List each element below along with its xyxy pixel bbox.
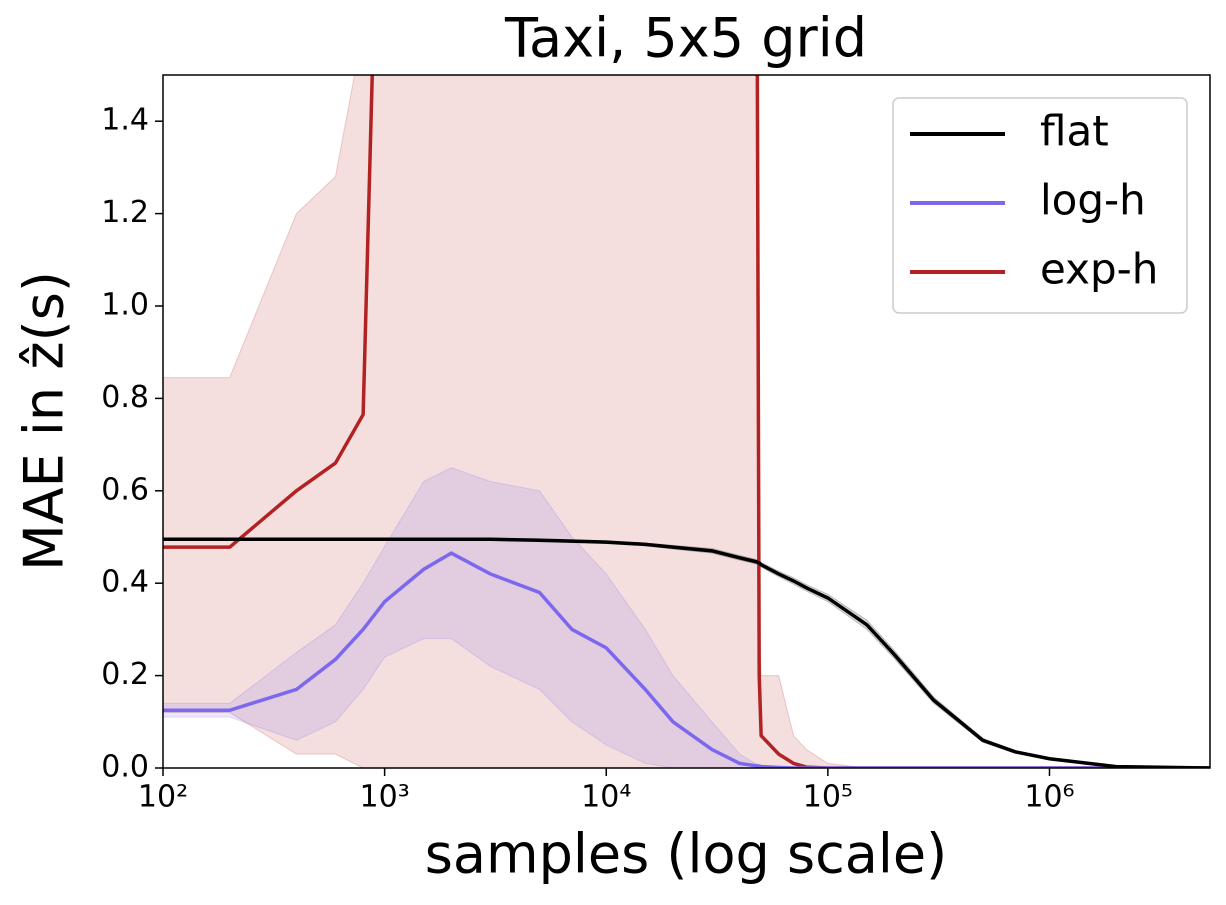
series-line	[163, 537, 1210, 768]
legend: flat log-h exp-h	[892, 97, 1188, 314]
y-tick-label: 1.4	[101, 103, 149, 138]
y-tick-label: 0.4	[101, 565, 149, 600]
error-band	[163, 467, 1210, 768]
legend-label: exp-h	[1040, 245, 1158, 294]
x-tick-label: 10⁶	[1024, 780, 1074, 815]
plot-frame	[162, 74, 1211, 769]
legend-label: flat	[1040, 107, 1109, 156]
legend-label: log-h	[1040, 176, 1146, 225]
series-line	[163, 551, 1210, 768]
x-axis-label: samples (log scale)	[425, 823, 947, 886]
y-tick-label: 1.2	[101, 195, 149, 230]
y-tick-label: 0.8	[101, 380, 149, 415]
plot-area	[163, 75, 1210, 768]
chart-title: Taxi, 5x5 grid	[504, 7, 867, 70]
x-tick-label: 10²	[138, 780, 188, 815]
y-tick-label: 1.0	[101, 288, 149, 323]
y-tick-label: 0.2	[101, 657, 149, 692]
legend-box	[892, 97, 1188, 314]
y-tick-label: 0.6	[101, 472, 149, 507]
y-tick-label: 0.0	[101, 750, 149, 785]
y-axis-label: MAE in ẑ(s)	[13, 271, 76, 571]
x-tick-label: 10⁴	[581, 780, 631, 815]
x-tick-label: 10⁵	[803, 780, 853, 815]
error-band	[163, 75, 1210, 768]
axes: 0.0 0.2 0.4 0.6 0.8 1.0 1.2 1.4 10² 10³ 10⁴ 10⁵ 10⁶ f…	[101, 74, 1211, 815]
x-tick-label: 10³	[360, 780, 410, 815]
